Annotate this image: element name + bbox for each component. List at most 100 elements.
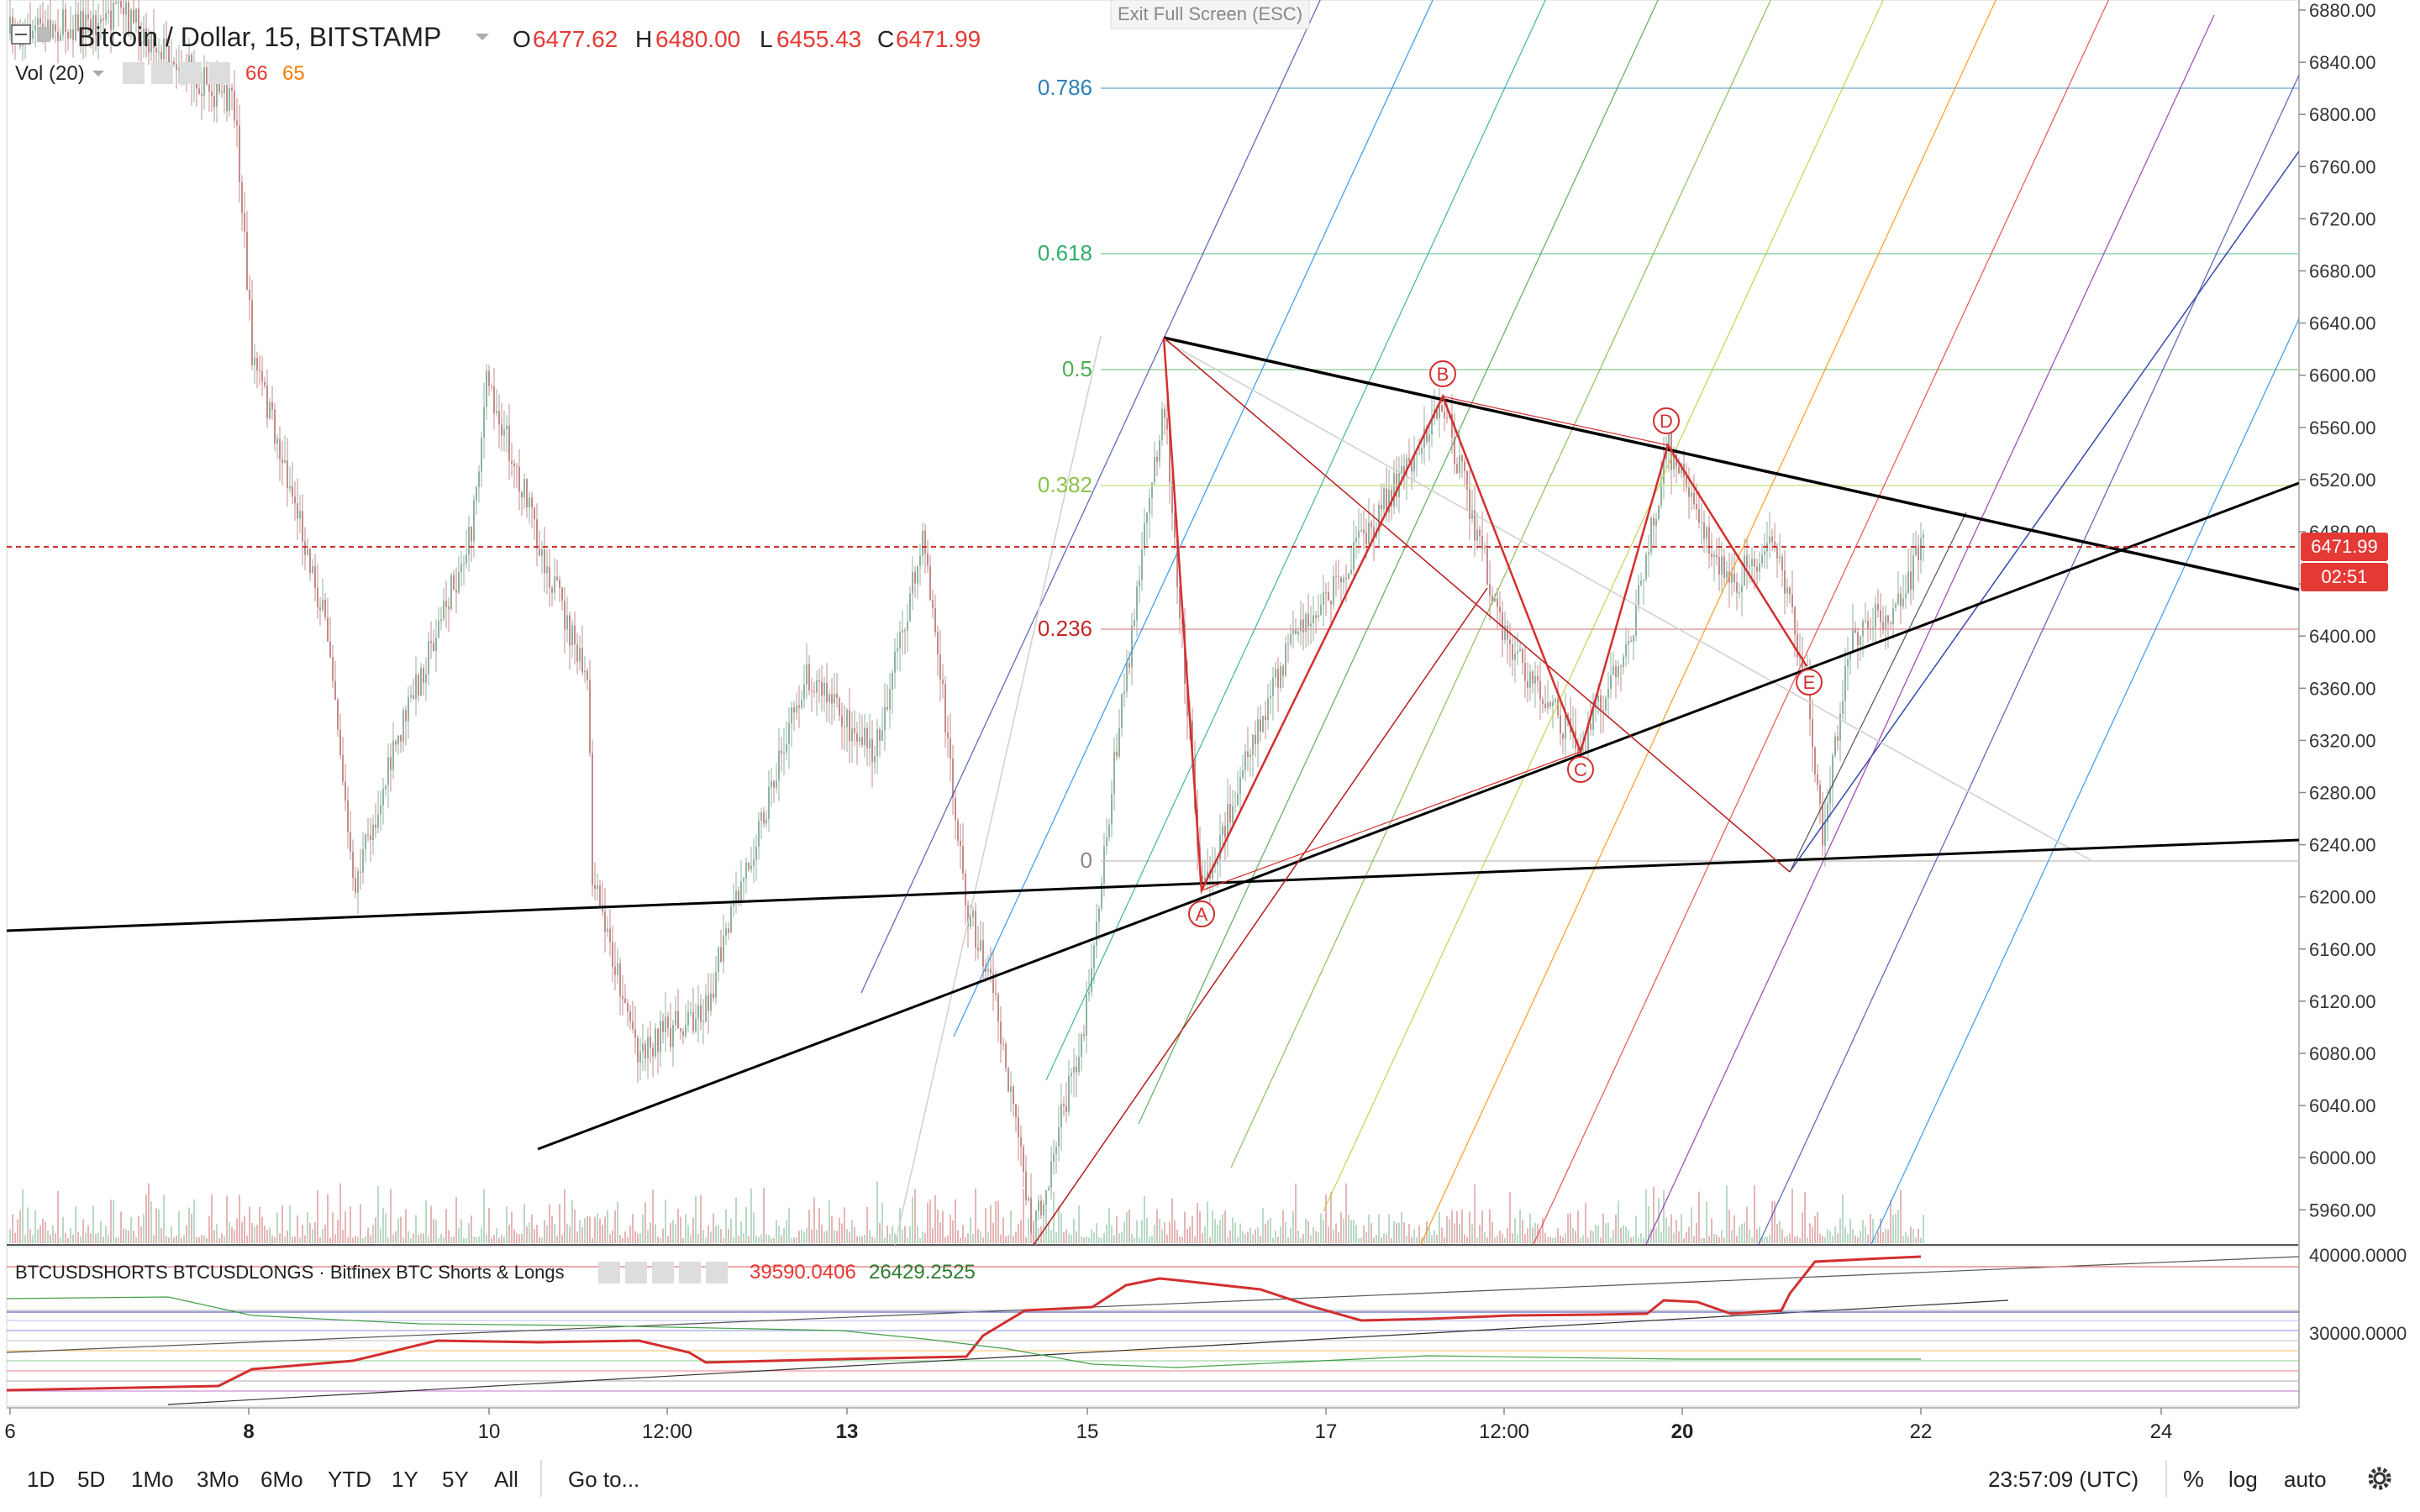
pattern-point-c[interactable]: C [1567,756,1594,783]
indicator-axis-tick: 40000.0000 [2309,1245,2407,1266]
indicator-axis-tick: 30000.0000 [2309,1323,2407,1344]
range-button[interactable]: YTD [328,1467,371,1492]
svg-text:H: H [635,26,652,52]
exit-fullscreen-label: Exit Full Screen (ESC) [1118,3,1302,24]
price-tick: 6000.00 [2309,1147,2376,1168]
countdown-text: 02:51 [2321,566,2367,587]
price-tick: 6760.00 [2309,156,2376,177]
auto-toggle[interactable]: auto [2284,1467,2327,1492]
pattern-point-e[interactable]: E [1796,669,1823,696]
time-tick: 15 [1076,1420,1099,1443]
time-tick: 8 [243,1420,254,1443]
symbol-title[interactable]: Bitcoin / Dollar, 15, BITSTAMP [77,22,441,52]
svg-text:D: D [1660,411,1673,432]
price-tick: 6240.00 [2309,835,2376,856]
price-tick: 6120.00 [2309,991,2376,1012]
pattern-point-b[interactable]: B [1429,360,1456,387]
black-trend-lines[interactable] [7,336,2299,1245]
price-tick: 6880.00 [2309,0,2376,21]
svg-text:6477.62: 6477.62 [533,26,618,52]
range-buttons[interactable]: 1D 5D 1Mo 3Mo 6Mo YTD 1Y 5Y All [27,1467,518,1492]
fib-label: 0.382 [1038,472,1092,497]
volume-ma-value: 65 [282,62,305,85]
svg-text:6471.99: 6471.99 [896,26,981,52]
range-button[interactable]: 1D [27,1467,55,1492]
price-tick: 6640.00 [2309,313,2376,334]
volume-label[interactable]: Vol (20) [15,62,85,85]
svg-text:6480.00: 6480.00 [655,26,740,52]
price-tick: 6840.00 [2309,52,2376,73]
clock[interactable]: 23:57:09 (UTC) [1988,1467,2139,1492]
volume-legend-buttons[interactable] [123,62,230,84]
price-tick: 6360.00 [2309,678,2376,699]
indicator-value-2: 26429.2525 [869,1261,976,1284]
log-toggle[interactable]: log [2228,1467,2258,1492]
svg-text:L: L [760,26,773,52]
eye-icon [123,62,145,84]
range-button[interactable]: 3Mo [197,1467,239,1492]
svg-text:A: A [1196,904,1208,925]
fib-label: 0.236 [1038,616,1092,641]
close-icon [706,1262,728,1284]
pattern-point-d[interactable]: D [1653,407,1680,434]
pattern-point-a[interactable]: A [1188,900,1215,927]
percent-toggle[interactable]: % [2183,1466,2204,1492]
volume-series [9,1181,1924,1243]
volume-value: 66 [245,62,268,85]
range-button[interactable]: 5D [77,1467,105,1492]
price-tick: 6280.00 [2309,783,2376,804]
range-button[interactable]: All [494,1467,518,1492]
chevron-down-icon[interactable] [92,71,104,76]
price-tick: 6680.00 [2309,261,2376,282]
price-tick: 6320.00 [2309,730,2376,751]
indicator-pane[interactable] [6,1246,2300,1407]
gear-icon [151,62,173,84]
eye-icon [598,1262,620,1284]
candlestick-series [9,0,1924,1245]
range-button[interactable]: 1Y [392,1467,418,1492]
svg-text:C: C [1574,759,1587,780]
gray-trend-lines[interactable] [894,335,2093,1245]
price-tick: 6040.00 [2309,1095,2376,1116]
xabcde-pattern[interactable] [1162,337,1808,895]
price-tick: 6200.00 [2309,887,2376,908]
price-tick: 6160.00 [2309,939,2376,960]
current-price-text: 6471.99 [2311,536,2378,557]
svg-text:B: B [1437,364,1449,385]
countdown-tag [2301,563,2388,591]
plus-icon [679,1262,701,1284]
fib-channel[interactable] [860,0,2399,1430]
range-button[interactable]: 1Mo [131,1467,174,1492]
price-tick: 5960.00 [2309,1200,2376,1221]
close-icon [208,62,230,84]
range-button[interactable]: 5Y [442,1467,469,1492]
price-tick: 6720.00 [2309,208,2376,229]
time-tick: 6 [4,1420,15,1443]
svg-text:E: E [1803,672,1816,693]
indicator-legend-buttons[interactable] [598,1262,728,1284]
bottom-toolbar [0,1441,2420,1512]
range-button[interactable]: 6Mo [260,1467,303,1492]
gear-icon[interactable] [2368,1467,2391,1490]
symbol-icon [37,27,50,42]
source-icon [652,1262,674,1284]
price-tick: 6600.00 [2309,365,2376,386]
indicator-title[interactable]: BTCUSDSHORTS BTCUSDLONGS · Bitfinex BTC … [15,1262,565,1283]
ohlc-readout: O 6477.62 H 6480.00 L 6455.43 C 6471.99 [513,26,981,52]
svg-text:C: C [877,26,894,52]
price-tick: 6080.00 [2309,1043,2376,1064]
exit-fullscreen-button[interactable] [1110,0,1310,29]
time-axis[interactable]: 6 8 10 12:00 13 15 17 12:00 20 22 24 [4,1408,2172,1443]
chevron-down-icon[interactable] [476,34,489,40]
goto-button[interactable]: Go to... [568,1467,639,1492]
time-tick: 17 [1315,1420,1338,1443]
current-price-tag [2301,533,2388,561]
main-pane[interactable] [6,0,2300,1246]
plus-icon [180,62,202,84]
fib-label: 0.618 [1038,240,1092,265]
time-tick: 22 [1910,1420,1933,1443]
time-tick: 24 [2150,1420,2173,1443]
price-axis[interactable]: 6880.00 6840.00 6800.00 6760.00 6720.00 6680.… [2299,0,2376,1221]
time-tick: 13 [836,1420,859,1443]
